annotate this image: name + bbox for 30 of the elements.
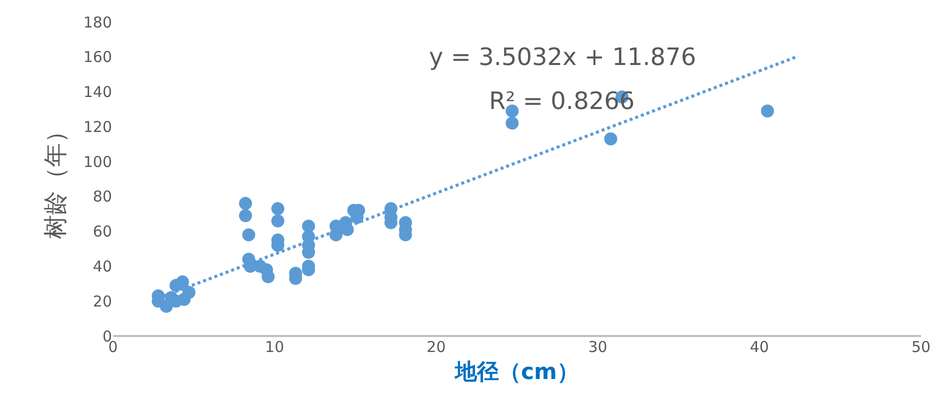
y-tick-label: 100 [83,152,112,171]
point [604,132,618,146]
y-tick-label: 40 [92,257,112,276]
point [271,214,284,228]
x-axis-title: 地径（cm） [454,360,579,385]
y-tick-label: 180 [83,13,112,32]
point [262,270,275,284]
y-tick-label: 60 [92,222,112,241]
x-tick-label: 10 [265,338,284,356]
y-tick-label: 160 [83,48,112,66]
x-tick-label: 40 [750,338,769,356]
point [506,116,519,130]
y-tick-label: 80 [92,188,112,206]
point [760,104,774,118]
x-tick-label: 30 [588,338,608,356]
y-tick-label: 140 [83,83,112,102]
point [182,286,196,299]
point [239,209,252,222]
annotation: R² = 0.8266 [489,87,635,115]
annotation: y = 3.5032x + 11.876 [429,43,696,71]
y-tick-label: 120 [83,118,112,136]
point [302,220,316,233]
y-tick-label: 20 [92,292,112,310]
y-axis-title: 树龄（年） [41,119,70,239]
point [176,275,189,288]
point [242,228,256,242]
point [239,196,252,210]
x-tick-label: 20 [426,338,446,356]
x-tick-label: 50 [911,338,931,356]
point [271,202,284,216]
